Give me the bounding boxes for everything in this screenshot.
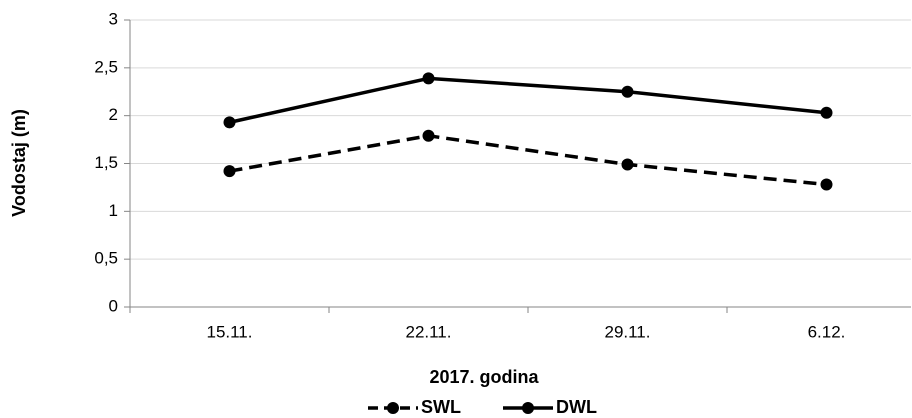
legend-label: SWL [421,397,461,417]
y-tick-label: 1,5 [94,153,118,172]
y-tick-label: 0,5 [94,249,118,268]
point [223,165,236,178]
x-tick-label: 29.11. [604,322,650,341]
legend-marker [522,402,534,414]
point [621,85,634,98]
series-line [229,133,827,187]
x-tick-label: 22.11. [405,322,451,341]
legend-marker [387,402,399,414]
y-tick-label: 2,5 [94,57,118,76]
point [422,72,435,85]
x-axis-label: 2017. godina [429,367,539,387]
point [820,178,833,191]
y-tick-label: 1 [109,201,118,220]
y-tick-label: 0 [109,296,118,315]
x-tick-label: 15.11. [206,322,252,341]
series-line [229,76,827,125]
point [422,129,435,142]
y-tick-label: 2 [109,105,118,124]
point [820,106,833,119]
y-tick-label: 3 [109,9,118,28]
point [223,116,236,129]
legend-label: DWL [556,397,597,417]
y-axis-label: Vodostaj (m) [9,109,29,217]
x-tick-label: 6.12. [808,322,846,341]
point [621,158,634,171]
